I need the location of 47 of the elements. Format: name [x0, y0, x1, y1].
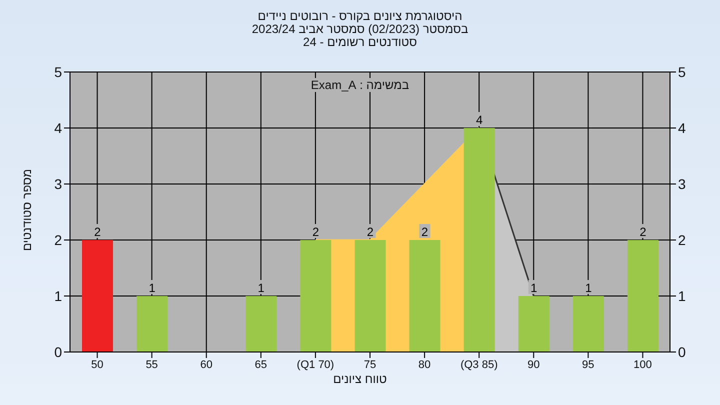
- x-tick-label: 75: [364, 358, 376, 371]
- bar: [572, 296, 604, 352]
- y-tick-label: 4: [54, 120, 62, 136]
- x-axis-title: טווח ציונים: [332, 372, 388, 386]
- bar: [136, 296, 168, 352]
- x-tick-label: 100: [634, 358, 652, 371]
- x-tick-label: 65: [254, 358, 268, 371]
- y2-tick-label: 4: [678, 120, 686, 136]
- bar: [409, 240, 440, 352]
- x-tick-label: 90: [528, 358, 540, 371]
- y-tick-label: 0: [54, 344, 62, 360]
- x-tick-label: 55: [146, 358, 158, 371]
- data-label: 4: [476, 113, 483, 127]
- data-label: 2: [640, 225, 647, 239]
- y2-tick-label: 5: [678, 64, 686, 80]
- data-label: 2: [366, 225, 374, 239]
- data-label: 1: [258, 281, 265, 295]
- bar: [300, 240, 332, 352]
- y-tick-label: 3: [54, 176, 62, 192]
- chart-title: היסטוגרמת ציונים בקורס - רובוטים ניידים: [256, 9, 464, 23]
- bar: [354, 240, 386, 352]
- data-label: 1: [530, 281, 538, 295]
- y2-tick-label: 3: [678, 176, 686, 192]
- data-label: 2: [312, 225, 320, 239]
- annotation: במשימה : Exam_A: [308, 78, 412, 92]
- x-tick-label: (Q3 85): [460, 358, 498, 371]
- x-tick-label: 60: [200, 358, 212, 371]
- x-tick-label: (Q1 70): [296, 358, 334, 371]
- bar: [627, 240, 658, 352]
- x-tick-label: 95: [582, 358, 594, 371]
- x-tick-label: 50: [91, 358, 104, 371]
- chart-subtitle: בסמסטר (02/2023) סמסטר אביב 2023/24 סטודנטים רשומים - 24: [250, 22, 470, 49]
- y2-tick-label: 1: [678, 288, 686, 304]
- data-label: 2: [421, 225, 428, 239]
- y-tick-label: 1: [54, 288, 62, 304]
- y-tick-label: 2: [54, 232, 62, 248]
- data-label: 2: [94, 225, 102, 239]
- y2-tick-label: 0: [678, 344, 686, 360]
- data-label: 1: [148, 281, 156, 295]
- bar: [246, 296, 277, 352]
- x-tick-label: 80: [418, 358, 431, 371]
- y-tick-label: 5: [54, 64, 62, 80]
- y-axis-title: מספר סטודנטים: [20, 168, 34, 252]
- y2-tick-label: 2: [678, 232, 686, 248]
- bar: [82, 240, 113, 352]
- data-label: 1: [585, 281, 592, 295]
- bar: [518, 296, 550, 352]
